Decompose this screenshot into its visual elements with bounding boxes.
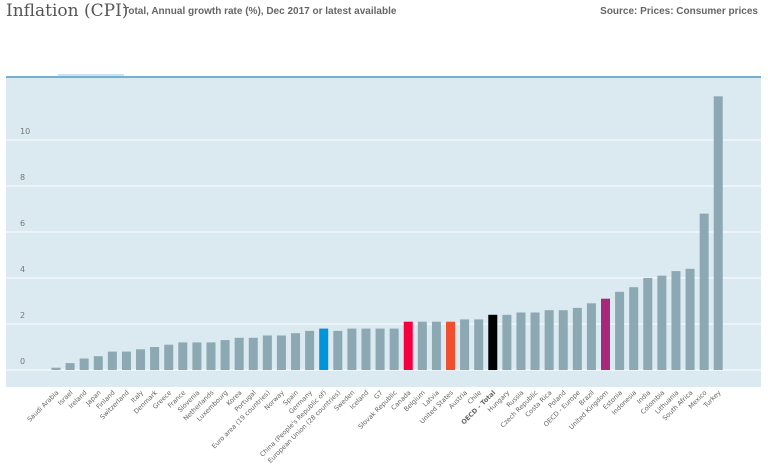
y-axis-ticks: 0 2 4 6 8 10 (20, 127, 30, 366)
bar[interactable] (544, 310, 554, 370)
bar[interactable] (65, 363, 75, 370)
bar[interactable] (657, 275, 667, 370)
bar[interactable] (629, 287, 639, 370)
bar[interactable] (276, 335, 286, 371)
bar[interactable] (615, 291, 625, 370)
bar[interactable] (417, 321, 427, 370)
bar[interactable] (572, 307, 582, 370)
y-tick-label: 6 (20, 219, 25, 228)
bar[interactable] (685, 268, 695, 370)
bar[interactable] (558, 310, 568, 370)
bar[interactable] (530, 312, 540, 371)
bar[interactable] (375, 328, 385, 370)
bar[interactable] (150, 347, 160, 370)
bar[interactable] (431, 321, 441, 370)
y-tick-label: 2 (20, 311, 25, 320)
bar[interactable] (79, 358, 89, 371)
bar[interactable] (291, 333, 301, 370)
bar[interactable] (601, 298, 611, 370)
bar[interactable] (333, 330, 343, 370)
bar[interactable] (713, 96, 723, 371)
chart-source: Source: Prices: Consumer prices (600, 6, 758, 17)
x-axis-labels: Saudi ArabiaIsraelIrelandJapanFinlandSwi… (26, 388, 723, 464)
bar[interactable] (488, 314, 498, 370)
bars (51, 96, 723, 371)
bar[interactable] (643, 278, 653, 370)
bar[interactable] (502, 314, 512, 370)
bar[interactable] (474, 319, 484, 370)
bar[interactable] (93, 356, 103, 370)
y-tick-label: 10 (20, 127, 30, 136)
bar[interactable] (178, 342, 188, 370)
bar[interactable] (403, 321, 413, 370)
tab-indicator (58, 74, 124, 76)
bar[interactable] (234, 337, 244, 370)
bar[interactable] (107, 351, 117, 370)
bar[interactable] (262, 335, 272, 371)
bar[interactable] (248, 337, 258, 370)
chart-title: Inflation (CPI) (6, 1, 129, 21)
bar[interactable] (51, 367, 61, 370)
bar[interactable] (446, 321, 456, 370)
bar[interactable] (319, 328, 329, 370)
x-tick-label: Saudi Arabia (26, 389, 61, 424)
bar[interactable] (699, 213, 709, 370)
bar[interactable] (361, 328, 371, 370)
y-tick-label: 4 (20, 265, 25, 274)
y-tick-label: 0 (20, 357, 25, 366)
bar[interactable] (206, 342, 216, 370)
bar[interactable] (192, 342, 202, 370)
bar[interactable] (671, 271, 681, 370)
bar[interactable] (305, 330, 315, 370)
chart-subtitle: Total, Annual growth rate (%), Dec 2017 … (123, 6, 397, 17)
bar[interactable] (220, 340, 230, 370)
bar[interactable] (136, 349, 146, 370)
bar[interactable] (516, 312, 526, 371)
bar[interactable] (586, 303, 596, 370)
y-tick-label: 8 (20, 173, 25, 182)
bar[interactable] (347, 328, 357, 370)
bar[interactable] (121, 351, 131, 370)
bar[interactable] (460, 319, 470, 370)
bar[interactable] (164, 344, 174, 370)
bar[interactable] (389, 328, 399, 370)
